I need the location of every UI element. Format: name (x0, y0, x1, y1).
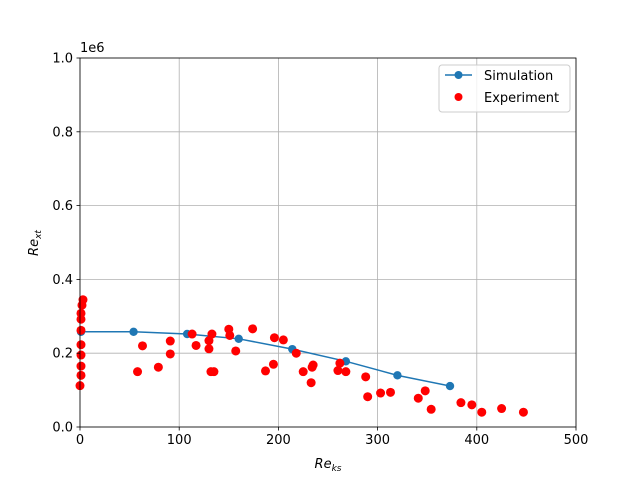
experiment-point (298, 367, 308, 377)
experiment-point (268, 359, 278, 369)
grid (79, 57, 577, 428)
y-offset-label: 1e6 (80, 41, 105, 56)
experiment-point (191, 340, 201, 350)
experiment-point (269, 333, 279, 343)
x-tick-label: 400 (464, 433, 489, 448)
experiment-point (76, 370, 86, 380)
experiment-point (477, 407, 487, 417)
y-tick-label: 0.4 (52, 273, 73, 288)
experiment-point (335, 358, 345, 368)
experiment-point (456, 398, 466, 408)
experiment-point (413, 393, 423, 403)
y-axis-ticks: 0.0 0.2 0.4 0.6 0.8 1.0 (52, 52, 80, 436)
x-tick-label: 200 (266, 433, 291, 448)
y-tick-label: 1.0 (52, 52, 73, 67)
experiment-point (231, 346, 241, 356)
experiment-point (225, 330, 235, 340)
experiment-point (209, 367, 219, 377)
y-tick-label: 0.6 (52, 199, 73, 214)
legend-simulation-label: Simulation (484, 69, 553, 84)
y-tick-label: 0.8 (52, 125, 73, 140)
experiment-point (467, 400, 477, 410)
y-tick-label: 0.2 (52, 347, 73, 362)
series-experiment (75, 295, 528, 417)
experiment-point (187, 329, 197, 339)
experiment-point (420, 386, 430, 396)
simulation-line (80, 331, 451, 387)
experiment-point (78, 295, 88, 305)
x-tick-label: 300 (365, 433, 390, 448)
experiment-point (137, 341, 147, 351)
experiment-point (76, 340, 86, 350)
experiment-point (376, 388, 386, 398)
legend-box (438, 64, 571, 113)
experiment-point (333, 366, 343, 376)
experiment-point (518, 407, 528, 417)
x-tick-label: 500 (564, 433, 589, 448)
legend-experiment-label: Experiment (484, 91, 559, 106)
experiment-point (306, 378, 316, 388)
experiment-point (261, 366, 271, 376)
experiment-point (341, 367, 351, 377)
experiment-point (204, 344, 214, 354)
simulation-point (129, 327, 138, 336)
x-tick-label: 100 (167, 433, 192, 448)
experiment-point (76, 308, 86, 318)
experiment-point (207, 329, 217, 339)
legend-simulation-marker (454, 71, 463, 79)
axes-frame (79, 57, 577, 428)
x-tick-label: 0 (76, 433, 84, 448)
simulation-point (393, 371, 402, 380)
experiment-point (497, 404, 507, 414)
experiment-point (165, 349, 175, 359)
experiment-point (76, 361, 86, 371)
experiment-point (76, 325, 86, 335)
experiment-point (363, 392, 373, 402)
experiment-point (153, 362, 163, 372)
experiment-point (291, 348, 301, 358)
experiment-point (426, 404, 436, 414)
y-tick-label: 0.0 (52, 421, 73, 436)
x-axis-ticks: 0 100 200 300 400 500 (76, 427, 589, 448)
experiment-point (133, 367, 143, 377)
legend: Simulation Experiment (438, 64, 571, 113)
experiment-point (165, 336, 175, 346)
legend-experiment-marker (454, 93, 463, 101)
experiment-point (361, 372, 371, 382)
simulation-point (445, 381, 455, 391)
experiment-point (76, 350, 86, 360)
experiment-point (248, 324, 258, 334)
simulation-point (234, 334, 243, 344)
experiment-point (278, 335, 288, 345)
experiment-point (308, 360, 318, 370)
experiment-point (385, 387, 395, 397)
plot-area (80, 58, 576, 427)
